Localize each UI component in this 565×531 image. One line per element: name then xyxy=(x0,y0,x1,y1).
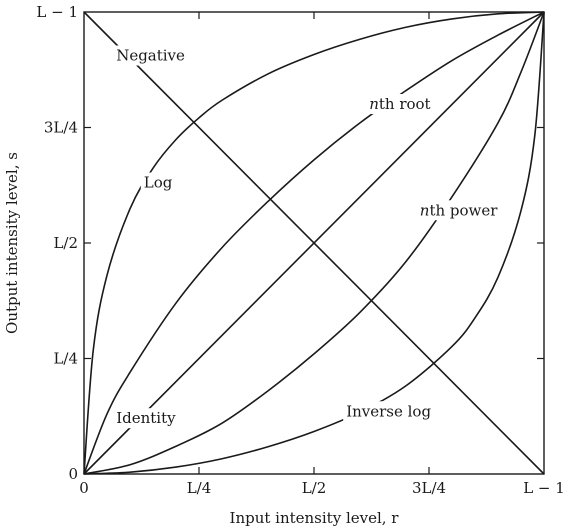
y-tick-label: L/2 xyxy=(53,234,78,252)
annotation-log: Log xyxy=(140,172,176,193)
annotation-halo xyxy=(113,45,189,66)
axis-ticks: 0 L/4 L/2 3L/4 L − 1 0 L/4 L/2 3L/4 L − 1 xyxy=(36,3,564,497)
x-tick-label: L − 1 xyxy=(523,479,565,497)
series-line-log xyxy=(83,11,545,475)
annotation-nth-power: nth power xyxy=(416,200,502,221)
annotation-identity: Identity xyxy=(113,408,180,429)
annotation-text: Negative xyxy=(116,47,185,65)
annotation-text: nth root xyxy=(369,95,430,113)
y-axis-label: Output intensity level, s xyxy=(3,152,21,334)
annotation-text: nth power xyxy=(420,201,498,219)
annotation-nth-root: nth root xyxy=(366,94,434,115)
annotation-halo xyxy=(140,172,176,193)
y-tick-label: 3L/4 xyxy=(44,119,78,137)
series-line-identity xyxy=(83,11,545,475)
series-line-nth-power xyxy=(83,11,545,475)
annotation-halo xyxy=(343,401,435,422)
y-tick-label: L − 1 xyxy=(36,3,78,21)
series-line-inverse-log xyxy=(83,11,545,475)
annotation-halo xyxy=(366,94,434,115)
annotation-negative: Negative xyxy=(113,45,189,66)
curve-labels: Negative nth root Log nth power Identity Inve… xyxy=(113,45,502,429)
y-tick-label: L/4 xyxy=(53,350,78,368)
y-tick-label: 0 xyxy=(68,465,78,483)
x-tick-label: 3L/4 xyxy=(412,479,446,497)
plot-area xyxy=(83,11,545,475)
x-axis-label: Input intensity level, r xyxy=(230,509,400,527)
x-tick-label: L/2 xyxy=(302,479,327,497)
x-tick-label: 0 xyxy=(79,479,89,497)
x-tick-label: L/4 xyxy=(187,479,212,497)
annotation-halo xyxy=(416,200,502,221)
annotation-text: Identity xyxy=(116,409,176,427)
series-line-nth-root xyxy=(83,11,545,475)
annotation-halo xyxy=(113,408,180,429)
annotation-text: Log xyxy=(144,174,173,192)
annotation-inverse-log: Inverse log xyxy=(343,401,435,422)
annotation-text: Inverse log xyxy=(346,402,431,420)
